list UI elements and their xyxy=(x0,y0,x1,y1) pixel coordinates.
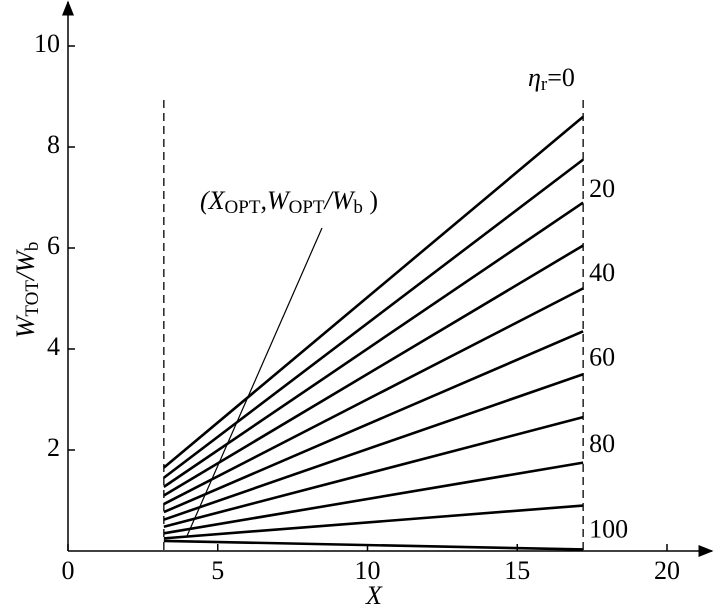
annotation-part: /W xyxy=(323,186,356,215)
eta-label-sub: r xyxy=(541,74,548,95)
series-line xyxy=(163,244,584,497)
x-tick-label: 0 xyxy=(62,556,75,585)
annotation-part: (X xyxy=(200,186,226,215)
x-tick-label: 5 xyxy=(211,556,224,585)
series-line xyxy=(163,415,584,529)
series-line xyxy=(163,115,584,469)
line-label: 20 xyxy=(589,174,615,203)
y-tick-label: 6 xyxy=(47,231,60,260)
annotation-sub: OPT xyxy=(289,197,325,218)
y-tick-label: 2 xyxy=(47,433,60,462)
series-line xyxy=(163,504,584,540)
series-line xyxy=(163,539,584,551)
y-axis-label-sub: b xyxy=(22,242,43,252)
line-label: 100 xyxy=(589,514,628,543)
annotation-part: ) xyxy=(363,186,378,215)
line-label: 60 xyxy=(589,342,615,371)
y-axis-label: WTOT/Wb xyxy=(11,242,43,339)
x-tick-label: 15 xyxy=(504,556,530,585)
y-tick-label: 10 xyxy=(34,29,60,58)
line-label: 40 xyxy=(589,258,615,287)
series-line xyxy=(163,461,584,535)
series-line xyxy=(163,158,584,479)
annotation: (XOPT,WOPT/Wb ) xyxy=(200,186,378,218)
y-axis-label-part: /W xyxy=(11,249,40,282)
series-line xyxy=(163,287,584,506)
x-tick-label: 20 xyxy=(654,556,680,585)
eta-label: ηr=0 xyxy=(528,63,575,95)
annotation-pointer xyxy=(186,227,323,537)
eta-label-part: η xyxy=(528,63,541,92)
line-label: 80 xyxy=(589,429,615,458)
eta-label-part: =0 xyxy=(547,63,575,92)
y-tick-label: 4 xyxy=(47,332,60,361)
series-line xyxy=(163,373,584,521)
y-tick-label: 8 xyxy=(47,130,60,159)
y-axis-label-part: W xyxy=(11,314,40,338)
y-axis-label-sub: TOT xyxy=(22,280,43,317)
series-line xyxy=(163,330,584,514)
annotation-sub: b xyxy=(353,197,363,218)
x-axis-label: X xyxy=(365,581,383,610)
x-tick-label: 10 xyxy=(355,556,381,585)
annotation-part: ,W xyxy=(260,186,291,215)
series-line xyxy=(163,201,584,488)
annotation-sub: OPT xyxy=(225,197,261,218)
